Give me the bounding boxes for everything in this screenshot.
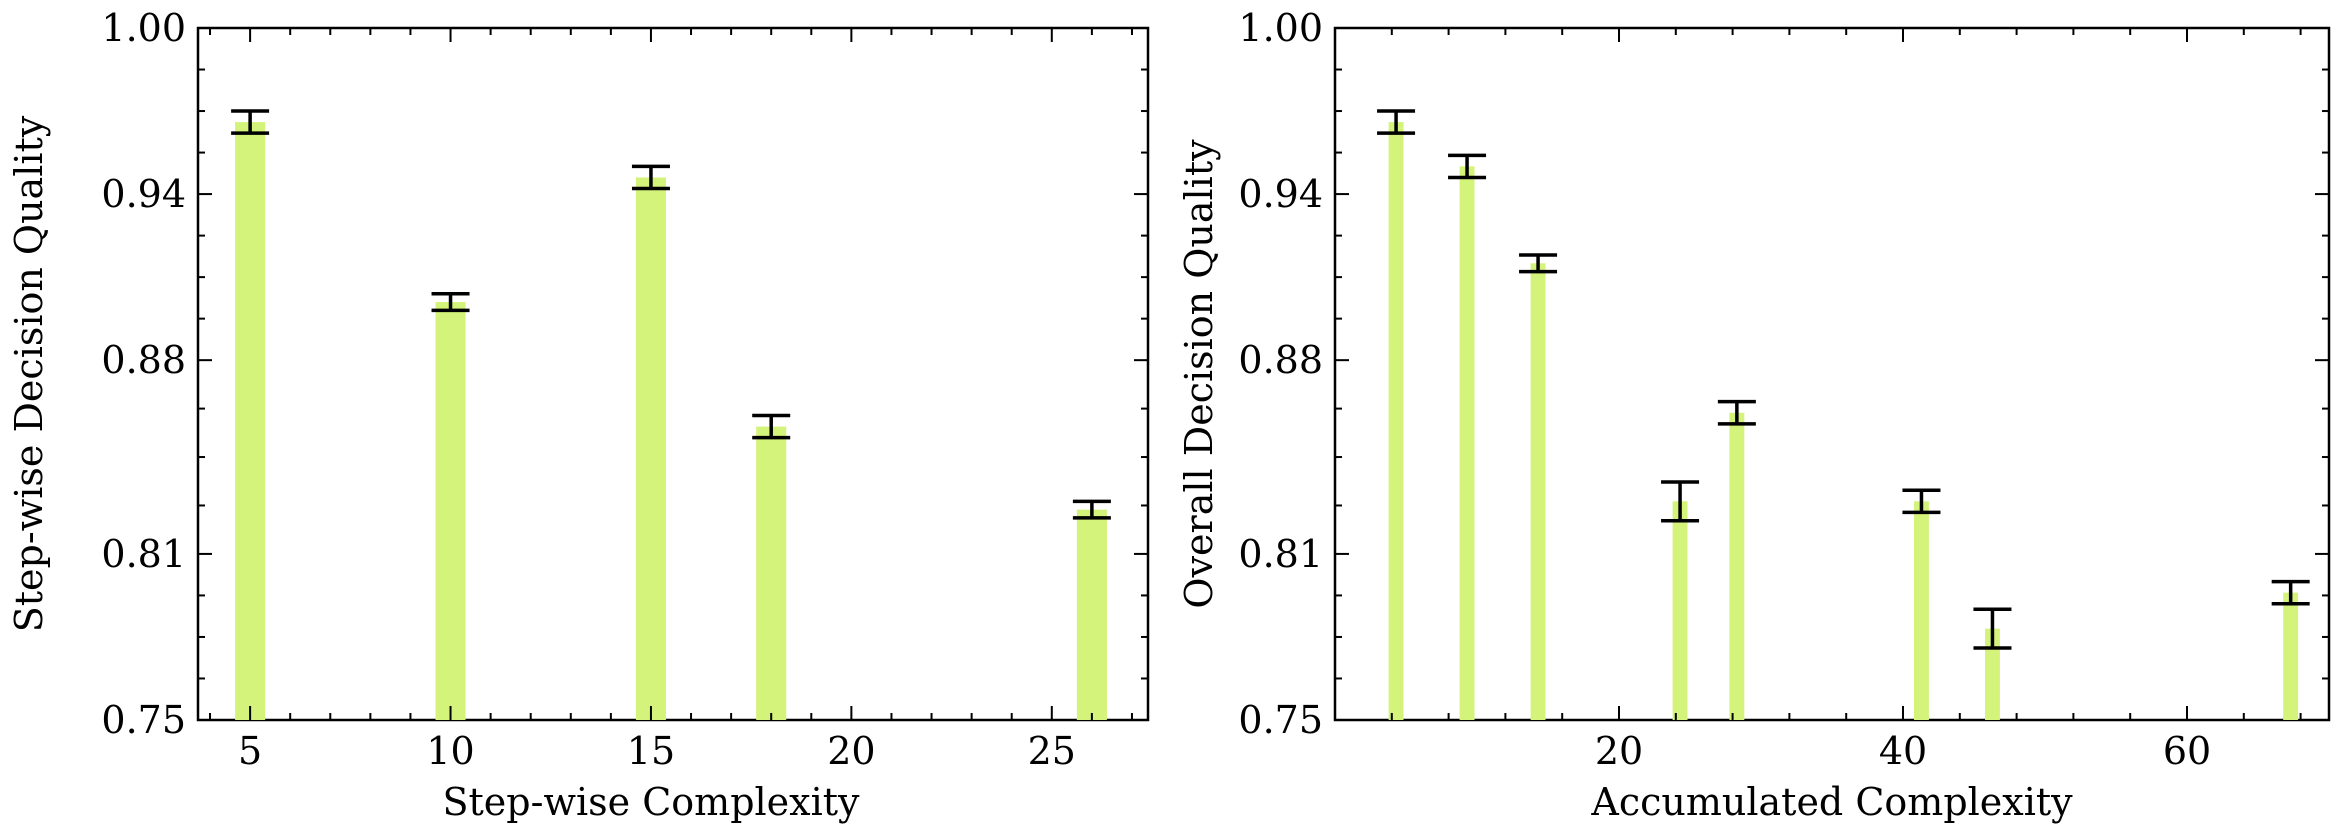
left-bar [1076,509,1107,720]
left-x-axis-label: Step-wise Complexity [443,780,861,824]
left-x-tick-label: 20 [827,729,875,773]
left-bar [435,302,466,720]
left-bars [235,122,1107,721]
right-x-axis-label: Accumulated Complexity [1590,780,2073,824]
left-y-axis-label: Step-wise Decision Quality [7,115,51,632]
left-y-tick-label: 0.81 [101,532,186,576]
left-ticks: 5 10 15 20 25 0.75 0.81 0.88 0.94 1.00 [101,6,1148,773]
right-error-bar [1448,153,1487,180]
right-error-bar [1377,109,1416,135]
right-x-tick-label: 60 [2163,729,2211,773]
right-y-tick-label: 0.94 [1238,172,1323,216]
right-bars [1388,122,2299,720]
right-error-bar [2271,579,2310,606]
right-y-axis-label: Overall Decision Quality [1177,139,1221,609]
right-error-bar [1902,488,1941,515]
left-x-tick-label: 5 [238,729,262,773]
right-error-bar [1661,480,1700,523]
left-x-tick-label: 15 [627,729,675,773]
left-error-bar [1072,499,1111,520]
right-x-tick-label: 20 [1595,729,1643,773]
right-error-bar [1717,399,1756,426]
right-bar [1672,501,1688,720]
left-error-bar [752,413,791,440]
left-error-bar [631,164,670,191]
right-error-bars [1377,109,2310,650]
right-x-tick-label: 40 [1879,729,1927,773]
left-plot-frame [196,26,1150,722]
right-bar [1985,628,2000,720]
right-ticks: 20 40 60 0.75 0.81 0.88 0.94 1.00 [1238,6,2329,773]
right-y-tick-label: 0.75 [1238,698,1323,742]
left-bar [756,426,787,720]
left-x-tick-label: 25 [1028,729,1076,773]
left-bar [235,122,266,720]
left-chart: 5 10 15 20 25 0.75 0.81 0.88 0.94 1.00 Step-wise … [7,6,1150,824]
left-y-tick-label: 1.00 [101,6,186,50]
right-error-bar [1519,253,1558,274]
right-bar [1729,412,1745,720]
left-x-tick-label: 10 [426,729,474,773]
left-bar [635,177,666,721]
right-plot-frame [1333,26,2331,722]
right-bar [2283,592,2299,720]
right-error-bar [1973,607,2012,650]
left-error-bar [431,291,470,313]
left-error-bar [231,109,270,135]
right-y-tick-label: 0.88 [1238,338,1323,382]
right-bar [1388,122,1404,720]
right-bar [1459,166,1475,720]
right-bar [1914,501,1929,720]
left-y-tick-label: 0.88 [101,338,186,382]
right-chart: 20 40 60 0.75 0.81 0.88 0.94 1.00 Accumulated C… [1177,6,2331,824]
left-y-tick-label: 0.94 [101,172,186,216]
left-y-tick-label: 0.75 [101,698,186,742]
right-y-tick-label: 1.00 [1238,6,1323,50]
left-error-bars [231,109,1111,520]
right-y-tick-label: 0.81 [1238,532,1323,576]
right-bar [1530,263,1546,720]
